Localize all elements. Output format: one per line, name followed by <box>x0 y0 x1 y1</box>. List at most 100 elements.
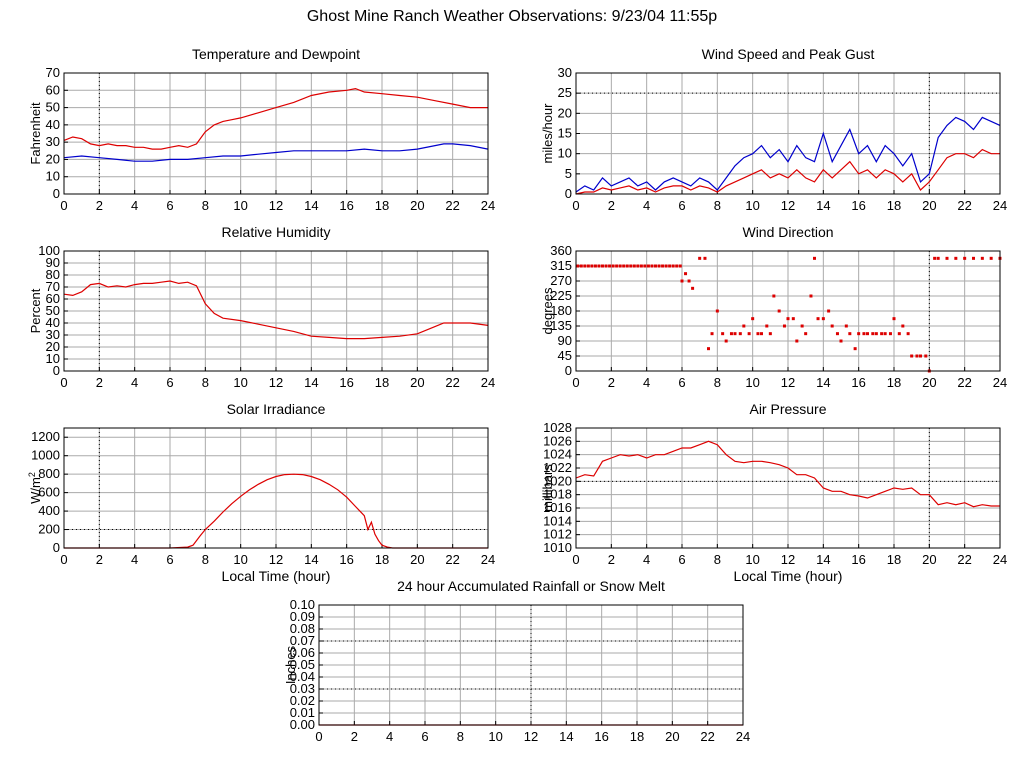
y-tick-label: 0 <box>565 186 572 201</box>
data-point <box>691 286 695 290</box>
x-tick-label: 12 <box>781 198 795 213</box>
data-point <box>601 264 604 268</box>
x-tick-label: 22 <box>445 198 459 213</box>
chart-title: Air Pressure <box>749 401 826 417</box>
y-axis-label: millibars <box>540 464 555 512</box>
chart-7: 24 hour Accumulated Rainfall or Snow Mel… <box>283 578 750 744</box>
x-tick-label: 12 <box>781 375 795 390</box>
y-tick-label: 270 <box>550 273 572 288</box>
data-point <box>751 317 755 321</box>
x-tick-label: 4 <box>643 375 650 390</box>
x-tick-label: 4 <box>386 729 393 744</box>
y-tick-label: 0 <box>565 363 572 378</box>
x-tick-label: 18 <box>375 375 389 390</box>
series-line-2 <box>63 143 489 162</box>
y-tick-label: 0 <box>53 540 60 555</box>
x-tick-label: 12 <box>524 729 538 744</box>
y-tick-label: 70 <box>46 65 60 80</box>
x-tick-label: 2 <box>608 198 615 213</box>
data-point <box>835 332 839 336</box>
data-point <box>839 339 843 343</box>
x-tick-label: 20 <box>922 375 936 390</box>
y-tick-label: 0.09 <box>290 609 315 624</box>
data-point <box>671 264 675 268</box>
x-tick-label: 12 <box>269 198 283 213</box>
y-tick-label: 0.00 <box>290 717 315 732</box>
y-axis-label-superscript: 2 <box>27 472 37 477</box>
x-tick-label: 18 <box>375 198 389 213</box>
data-point <box>643 264 647 268</box>
x-tick-label: 8 <box>202 375 209 390</box>
y-tick-label: 0.06 <box>290 645 315 660</box>
x-axis-label: Local Time (hour) <box>734 568 843 584</box>
y-tick-label: 5 <box>565 166 572 181</box>
data-point <box>579 264 583 268</box>
chart-title: Wind Direction <box>742 224 833 240</box>
x-tick-label: 14 <box>816 198 830 213</box>
y-tick-label: 400 <box>38 503 60 518</box>
data-point <box>857 332 861 336</box>
y-tick-label: 20 <box>46 151 60 166</box>
x-tick-label: 4 <box>131 375 138 390</box>
x-tick-label: 18 <box>887 375 901 390</box>
data-point <box>611 264 615 268</box>
y-tick-label: 100 <box>38 243 60 258</box>
x-tick-label: 16 <box>339 198 353 213</box>
x-tick-label: 8 <box>714 552 721 567</box>
x-tick-label: 18 <box>887 198 901 213</box>
y-tick-label: 800 <box>38 466 60 481</box>
y-tick-label: 45 <box>558 348 572 363</box>
x-tick-label: 20 <box>410 375 424 390</box>
y-tick-label: 1026 <box>543 433 572 448</box>
y-tick-label: 1012 <box>543 527 572 542</box>
y-tick-label: 0.10 <box>290 597 315 612</box>
x-tick-label: 4 <box>131 198 138 213</box>
y-tick-label: 1022 <box>543 460 572 475</box>
y-tick-label: 10 <box>558 146 572 161</box>
data-point <box>821 317 825 321</box>
y-axis-label: Percent <box>28 288 43 333</box>
y-tick-label: 0 <box>53 363 60 378</box>
x-tick-label: 20 <box>922 552 936 567</box>
y-tick-label: 10 <box>46 169 60 184</box>
y-tick-label: 90 <box>558 333 572 348</box>
series-line-2 <box>575 148 1000 195</box>
data-point <box>668 264 672 268</box>
data-point <box>678 264 682 268</box>
data-point <box>888 332 892 336</box>
y-axis-label: Inches <box>283 645 298 684</box>
data-point <box>615 264 619 268</box>
data-point <box>910 354 914 358</box>
data-point <box>772 294 776 298</box>
data-point <box>897 332 901 336</box>
series-line-1 <box>575 116 1001 193</box>
data-point <box>661 264 665 268</box>
x-tick-label: 12 <box>269 375 283 390</box>
x-tick-label: 20 <box>410 552 424 567</box>
data-point <box>809 294 813 298</box>
x-tick-label: 22 <box>957 375 971 390</box>
data-point <box>765 324 769 328</box>
data-point <box>710 332 714 336</box>
x-tick-label: 22 <box>957 198 971 213</box>
data-point <box>583 264 587 268</box>
data-point <box>804 332 808 336</box>
y-tick-label: 30 <box>46 134 60 149</box>
data-point <box>813 256 816 260</box>
y-tick-label: 60 <box>46 291 60 306</box>
x-axis-label: Local Time (hour) <box>222 568 331 584</box>
data-point <box>707 347 710 351</box>
y-tick-label: 0.03 <box>290 681 315 696</box>
x-tick-label: 16 <box>594 729 608 744</box>
data-point <box>919 354 922 358</box>
data-point <box>715 309 719 313</box>
data-point <box>604 264 608 268</box>
y-tick-label: 40 <box>46 117 60 132</box>
data-point <box>675 264 679 268</box>
data-point <box>795 339 799 343</box>
plot-frame <box>575 427 1001 549</box>
x-tick-label: 16 <box>851 552 865 567</box>
